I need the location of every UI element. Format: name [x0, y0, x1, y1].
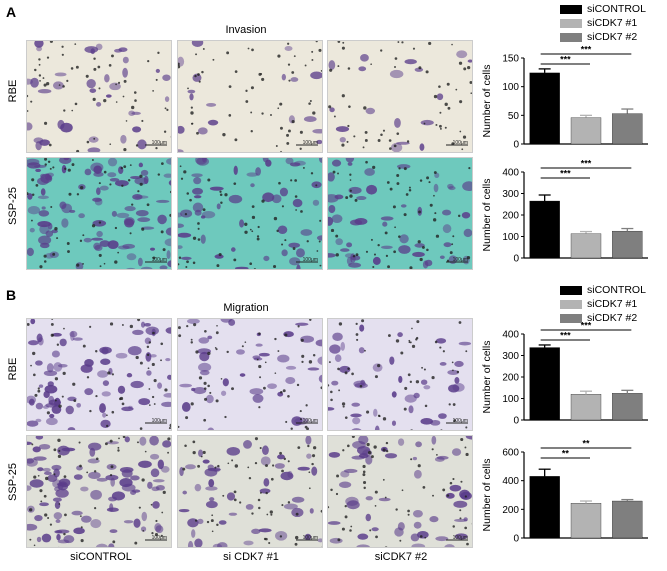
legend-label: siCDK7 #2 [587, 312, 638, 324]
y-tick-label: 0 [513, 534, 519, 545]
micrograph-invasion-ssp25-sicdk7-2: 100μm [327, 157, 473, 270]
legend-swatch [560, 5, 582, 14]
bar-sicontrol [529, 347, 560, 421]
micrograph-invasion-rbe-sicdk7-2: 100μm [327, 40, 473, 153]
micrograph-invasion-rbe-sicdk7-1: 100μm [177, 40, 323, 153]
bar-chart-svg: 0 100 200 300 400 Number of cells *** *** [481, 159, 648, 265]
scale-bar-label: 100μm [452, 418, 468, 424]
y-tick-label: 400 [502, 476, 519, 487]
y-tick-label: 100 [502, 232, 519, 243]
row-label-ssp25-b: SSP-25 [7, 463, 19, 501]
y-tick-label: 200 [502, 505, 519, 516]
scale-bar-label: 100μm [151, 257, 167, 263]
y-axis-label: Number of cells [481, 459, 493, 532]
legend-panel-b: siCONTROL siCDK7 #1 siCDK7 #2 [560, 284, 660, 325]
scale-bar-label: 100μm [151, 418, 167, 424]
chart-invasion-ssp25: 0 100 200 300 400 Number of cells *** *** [478, 158, 658, 275]
legend-swatch [560, 300, 582, 309]
micrograph-migration-ssp25-sicontrol: 100μm [26, 435, 172, 548]
legend-label: siCONTROL [587, 284, 646, 296]
y-tick-label: 600 [502, 448, 519, 459]
bar-sicdk7-2 [612, 113, 643, 145]
bar-chart-svg: 0 200 400 600 Number of cells ** ** [481, 439, 648, 545]
panel-b-letter: B [6, 287, 17, 303]
y-tick-label: 50 [508, 111, 520, 122]
y-tick-label: 300 [502, 351, 519, 362]
column-label-sicdk7-2: siCDK7 #2 [374, 551, 428, 563]
significance-label: *** [581, 159, 592, 169]
panel-a-title: Invasion [225, 24, 267, 36]
legend-swatch [560, 286, 582, 295]
micrograph-migration-rbe-sicdk7-2: 100μm [327, 318, 473, 431]
legend-swatch [560, 33, 582, 42]
bar-sicontrol [529, 200, 560, 259]
micrograph-migration-rbe-sicontrol: 100μm [26, 318, 172, 431]
significance-label: *** [560, 331, 571, 341]
legend-label: siCDK7 #2 [587, 31, 638, 43]
micrograph-migration-ssp25-sicdk7-2: 100μm [327, 435, 473, 548]
scale-bar-label: 100μm [302, 535, 318, 541]
bar-chart-svg: 0 50 100 150 Number of cells *** *** [481, 45, 648, 151]
y-tick-label: 100 [502, 82, 519, 93]
significance-label: *** [560, 55, 571, 65]
significance-label: *** [581, 321, 592, 331]
bar-sicdk7-1 [570, 503, 602, 539]
chart-invasion-rbe: 0 50 100 150 Number of cells *** *** [478, 44, 658, 161]
legend-label: siCDK7 #1 [587, 298, 638, 310]
row-label-rbe-a: RBE [7, 79, 19, 103]
y-tick-label: 300 [502, 189, 519, 200]
scale-bar-label: 100μm [151, 140, 167, 146]
scale-bar-label: 100μm [302, 418, 318, 424]
bar-sicdk7-2 [612, 500, 643, 539]
micrograph-migration-rbe-sicdk7-1: 100μm [177, 318, 323, 431]
micrograph-migration-ssp25-sicdk7-1: 100μm [177, 435, 323, 548]
y-axis-label: Number of cells [481, 179, 493, 252]
y-tick-label: 150 [502, 54, 519, 65]
bar-chart-svg: 0 100 200 300 400 Number of cells *** *** [481, 321, 648, 427]
y-tick-label: 400 [502, 168, 519, 179]
y-axis-label: Number of cells [481, 65, 493, 138]
scale-bar-label: 100μm [452, 257, 468, 263]
scale-bar-label: 100μm [452, 535, 468, 541]
y-tick-label: 0 [513, 254, 519, 265]
bar-sicontrol [529, 476, 560, 539]
y-tick-label: 400 [502, 330, 519, 341]
micrograph-invasion-ssp25-sicontrol: 100μm [26, 157, 172, 270]
column-label-sicdk7-1: si CDK7 #1 [223, 551, 279, 563]
column-label-sicontrol: siCONTROL [70, 551, 132, 563]
row-label-rbe-b: RBE [7, 357, 19, 381]
significance-label: *** [560, 169, 571, 179]
bar-sicdk7-1 [570, 117, 602, 145]
bar-sicontrol [529, 72, 560, 145]
row-label-ssp25-a: SSP-25 [7, 187, 19, 225]
y-tick-label: 100 [502, 394, 519, 405]
significance-label: ** [582, 439, 590, 449]
legend-label: siCONTROL [587, 3, 646, 15]
significance-label: *** [581, 45, 592, 55]
chart-migration-ssp25: 0 200 400 600 Number of cells ** ** [478, 438, 658, 555]
scale-bar-label: 100μm [452, 140, 468, 146]
micrograph-invasion-ssp25-sicdk7-1: 100μm [177, 157, 323, 270]
chart-migration-rbe: 0 100 200 300 400 Number of cells *** *** [478, 320, 658, 437]
scale-bar-label: 100μm [302, 140, 318, 146]
micrograph-invasion-rbe-sicontrol: 100μm [26, 40, 172, 153]
y-tick-label: 200 [502, 211, 519, 222]
scale-bar-label: 100μm [151, 535, 167, 541]
panel-b-title: Migration [223, 302, 269, 314]
y-tick-label: 0 [513, 140, 519, 151]
y-tick-label: 0 [513, 416, 519, 427]
legend-label: siCDK7 #1 [587, 17, 638, 29]
bar-sicdk7-1 [570, 394, 602, 421]
bar-sicdk7-2 [612, 230, 643, 259]
legend-swatch [560, 19, 582, 28]
y-tick-label: 200 [502, 373, 519, 384]
bar-sicdk7-2 [612, 393, 643, 421]
scale-bar-label: 100μm [302, 257, 318, 263]
y-axis-label: Number of cells [481, 341, 493, 414]
legend-swatch [560, 314, 582, 323]
panel-a-letter: A [6, 4, 17, 20]
bar-sicdk7-1 [570, 233, 602, 259]
legend-panel-a: siCONTROL siCDK7 #1 siCDK7 #2 [560, 3, 660, 44]
significance-label: ** [562, 449, 570, 459]
